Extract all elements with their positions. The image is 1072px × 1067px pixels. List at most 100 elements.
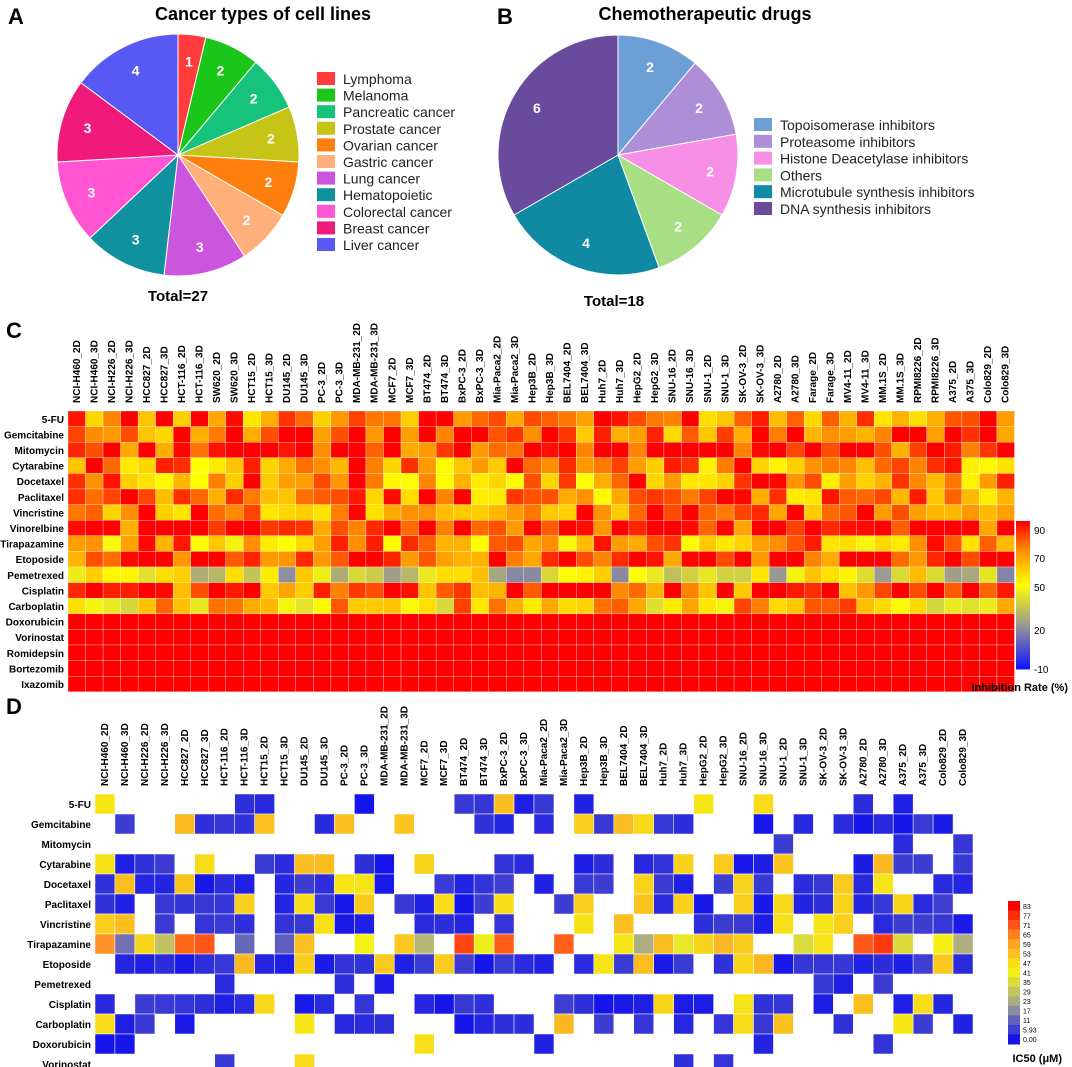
heatmap-cell <box>663 598 682 614</box>
heatmap-cell <box>804 598 822 614</box>
colorbar-c-tick: 70 <box>1034 554 1046 565</box>
heatmap-cell <box>243 535 261 552</box>
heatmap-cell <box>663 535 682 552</box>
heatmap-cell <box>313 676 332 692</box>
heatmap-cell <box>488 473 507 490</box>
heatmap-cell <box>173 676 191 692</box>
colorbar-c-step <box>1016 590 1030 594</box>
heatmap-cell <box>979 660 998 677</box>
heatmap-cell <box>681 676 700 692</box>
col-label-bxpc-3-2d: BxPC-3_2D <box>499 732 510 786</box>
heatmap-cell <box>804 582 822 599</box>
heatmap-cell <box>473 813 495 835</box>
heatmap-cell <box>493 893 515 915</box>
heatmap-cell <box>506 504 524 521</box>
heatmap-cell <box>488 613 507 630</box>
panel-letter-a: A <box>8 4 24 29</box>
heatmap-cell <box>681 582 700 599</box>
heatmap-cell <box>85 535 104 552</box>
heatmap-cell <box>383 426 402 443</box>
heatmap-cell <box>979 613 998 630</box>
heatmap-cell <box>453 520 472 536</box>
heatmap-cell <box>944 535 963 552</box>
heatmap-cell <box>102 598 121 614</box>
heatmap-cell <box>996 582 1015 599</box>
heatmap-cell <box>663 676 682 692</box>
heatmap-cell <box>558 535 577 552</box>
heatmap-cell <box>278 520 297 536</box>
heatmap-cell <box>174 813 196 835</box>
colorbar-d-tick: 0.00 <box>1023 1037 1037 1044</box>
heatmap-cell <box>506 598 524 614</box>
heatmap-cell <box>909 426 928 443</box>
heatmap-cell <box>365 582 384 599</box>
heatmap-cell <box>330 582 349 599</box>
heatmap-cell <box>383 410 402 427</box>
colorbar-c-tick: 90 <box>1034 526 1046 537</box>
heatmap-cell <box>611 410 630 427</box>
heatmap-cell <box>716 551 735 568</box>
heatmap-cell <box>453 473 472 490</box>
heatmap-cell <box>753 1013 774 1035</box>
col-label-hct-116-3d: HCT-116_3D <box>194 345 205 403</box>
heatmap-cell <box>330 644 349 661</box>
heatmap-cell <box>733 442 752 458</box>
heatmap-cell <box>260 676 279 692</box>
heatmap-cell <box>493 813 515 835</box>
heatmap-cell <box>733 535 752 552</box>
heatmap-cell <box>418 660 437 677</box>
heatmap-cell <box>716 629 735 646</box>
colorbar-c-step <box>1016 627 1030 631</box>
heatmap-cell <box>533 1033 555 1055</box>
heatmap-cell <box>733 598 752 614</box>
heatmap-cell <box>716 644 735 661</box>
heatmap-cell <box>348 660 367 677</box>
heatmap-cell <box>932 913 954 935</box>
heatmap-cell <box>418 457 437 474</box>
heatmap-cell <box>208 488 226 505</box>
heatmap-cell <box>433 873 455 895</box>
pie-slice-value: 2 <box>695 100 703 116</box>
heatmap-cell <box>208 582 226 599</box>
heatmap-cell <box>786 613 805 630</box>
heatmap-cell <box>295 410 314 427</box>
pie-slice-hematopoietic <box>89 153 179 276</box>
heatmap-cell <box>278 488 297 505</box>
heatmap-cell <box>348 488 367 505</box>
colorbar-c-step <box>1016 558 1030 561</box>
heatmap-cell <box>961 488 980 505</box>
colorbar-c-step <box>1016 659 1030 663</box>
heatmap-cell <box>751 520 770 536</box>
legend-swatch-ovarian-cancer <box>317 138 335 152</box>
heatmap-cell <box>295 582 314 599</box>
heatmap-cell <box>506 426 524 443</box>
heatmap-cell <box>681 535 700 552</box>
heatmap-cell <box>225 566 244 583</box>
heatmap-cell <box>646 473 665 490</box>
heatmap-cell <box>453 893 475 915</box>
heatmap-cell <box>488 520 507 536</box>
heatmap-cell <box>628 520 647 536</box>
heatmap-cell <box>541 598 559 614</box>
heatmap-cell <box>85 629 104 646</box>
heatmap-cell <box>365 457 384 474</box>
heatmap-cell <box>793 953 814 975</box>
heatmap-cell <box>354 993 375 1015</box>
heatmap-cell <box>821 426 840 443</box>
heatmap-cell <box>313 644 332 661</box>
heatmap-cell <box>693 933 714 955</box>
heatmap-cell <box>155 488 174 505</box>
colorbar-d-tick: 83 <box>1023 904 1031 911</box>
heatmap-cell <box>365 426 384 443</box>
heatmap-cell <box>909 566 928 583</box>
heatmap-cell <box>225 598 244 614</box>
colorbar-c-step <box>1016 540 1030 544</box>
heatmap-cell <box>365 598 384 614</box>
heatmap-cell <box>67 410 86 427</box>
heatmap-cell <box>243 520 261 536</box>
heatmap-cell <box>853 813 874 835</box>
heatmap-cell <box>768 566 787 583</box>
heatmap-cell <box>891 426 910 443</box>
heatmap-cell <box>523 613 542 630</box>
heatmap-cell <box>453 613 472 630</box>
